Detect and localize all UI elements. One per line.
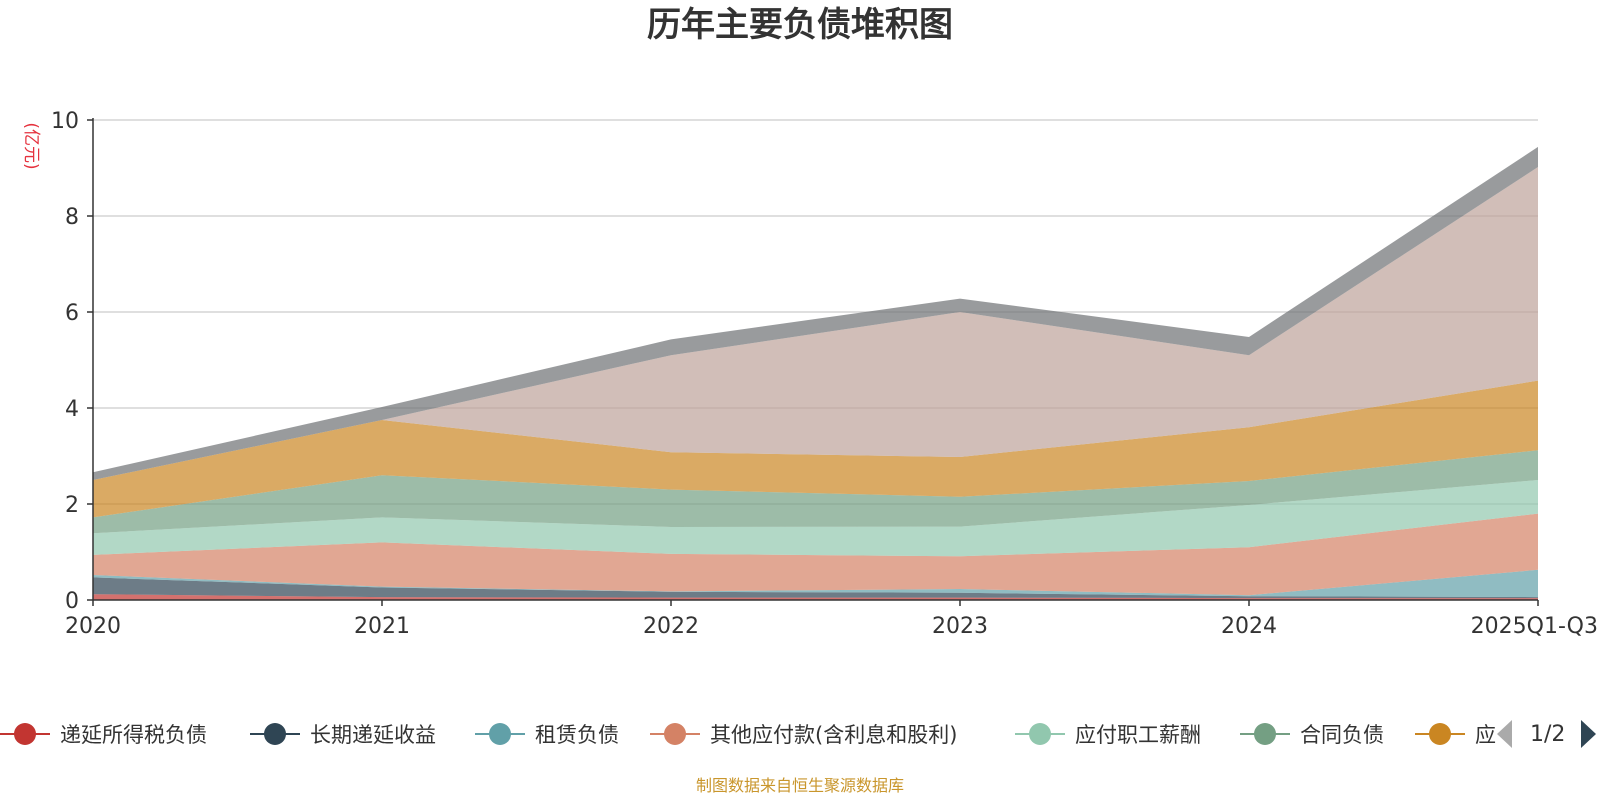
legend-marker-icon [664, 723, 686, 745]
area-series-7 [93, 167, 1538, 480]
legend-label: 应 [1475, 723, 1496, 747]
legend-page-indicator: 1/2 [1530, 722, 1565, 747]
legend-marker-icon [14, 723, 36, 745]
legend-item[interactable]: 合同负债 [1240, 723, 1384, 747]
y-tick-label: 4 [65, 397, 79, 422]
legend: 递延所得税负债 长期递延收益 租赁负债 其他应付款(含利息和股利) 应付职工薪酬 合同负债… [0, 723, 1496, 747]
legend-prev-page-icon[interactable] [1497, 720, 1512, 748]
x-tick-label: 2023 [932, 614, 988, 639]
area-series-1 [93, 577, 1538, 599]
legend-label: 递延所得税负债 [60, 723, 207, 747]
legend-label: 其他应付款(含利息和股利) [710, 723, 957, 747]
legend-label: 合同负债 [1300, 723, 1384, 747]
legend-next-page-icon[interactable] [1581, 720, 1596, 748]
y-tick-label: 2 [65, 493, 79, 518]
area-series-6 [93, 380, 1538, 518]
y-tick-label: 6 [65, 301, 79, 326]
y-axis-unit: (亿元) [21, 122, 41, 169]
area-series-8 [93, 146, 1538, 480]
x-tick-label: 2025Q1-Q3 [1471, 614, 1598, 639]
legend-item[interactable]: 其他应付款(含利息和股利) [650, 723, 957, 747]
area-series-4 [93, 480, 1538, 557]
data-source-note: 制图数据来自恒生聚源数据库 [696, 776, 904, 795]
area-series [93, 146, 1538, 600]
legend-marker-icon [489, 723, 511, 745]
legend-marker-icon [264, 723, 286, 745]
x-tick-label: 2021 [354, 614, 410, 639]
legend-marker-icon [1254, 723, 1276, 745]
legend-pager: 1/2 [1497, 720, 1596, 748]
area-series-2 [93, 569, 1538, 598]
axes: 0 2 4 6 8 10 2020 2021 2022 2023 2024 2025Q1-Q3 [51, 109, 1598, 639]
legend-item[interactable]: 租赁负债 [475, 723, 619, 747]
legend-label: 长期递延收益 [310, 723, 436, 747]
legend-item[interactable]: 应 [1415, 723, 1496, 747]
area-series-3 [93, 513, 1538, 596]
x-tick-label: 2022 [643, 614, 699, 639]
legend-marker-icon [1429, 723, 1451, 745]
legend-item[interactable]: 应付职工薪酬 [1015, 723, 1201, 747]
legend-label: 应付职工薪酬 [1075, 723, 1201, 747]
legend-item[interactable]: 长期递延收益 [250, 723, 436, 747]
area-series-0 [93, 594, 1538, 600]
x-tick-label: 2024 [1221, 614, 1277, 639]
legend-item[interactable]: 递延所得税负债 [0, 723, 207, 747]
x-tick-label: 2020 [65, 614, 121, 639]
chart-title: 历年主要负债堆积图 [647, 5, 953, 45]
legend-marker-icon [1029, 723, 1051, 745]
legend-label: 租赁负债 [535, 723, 619, 747]
y-tick-label: 10 [51, 109, 79, 134]
y-tick-label: 0 [65, 589, 79, 614]
area-series-5 [93, 450, 1538, 534]
y-tick-label: 8 [65, 205, 79, 230]
